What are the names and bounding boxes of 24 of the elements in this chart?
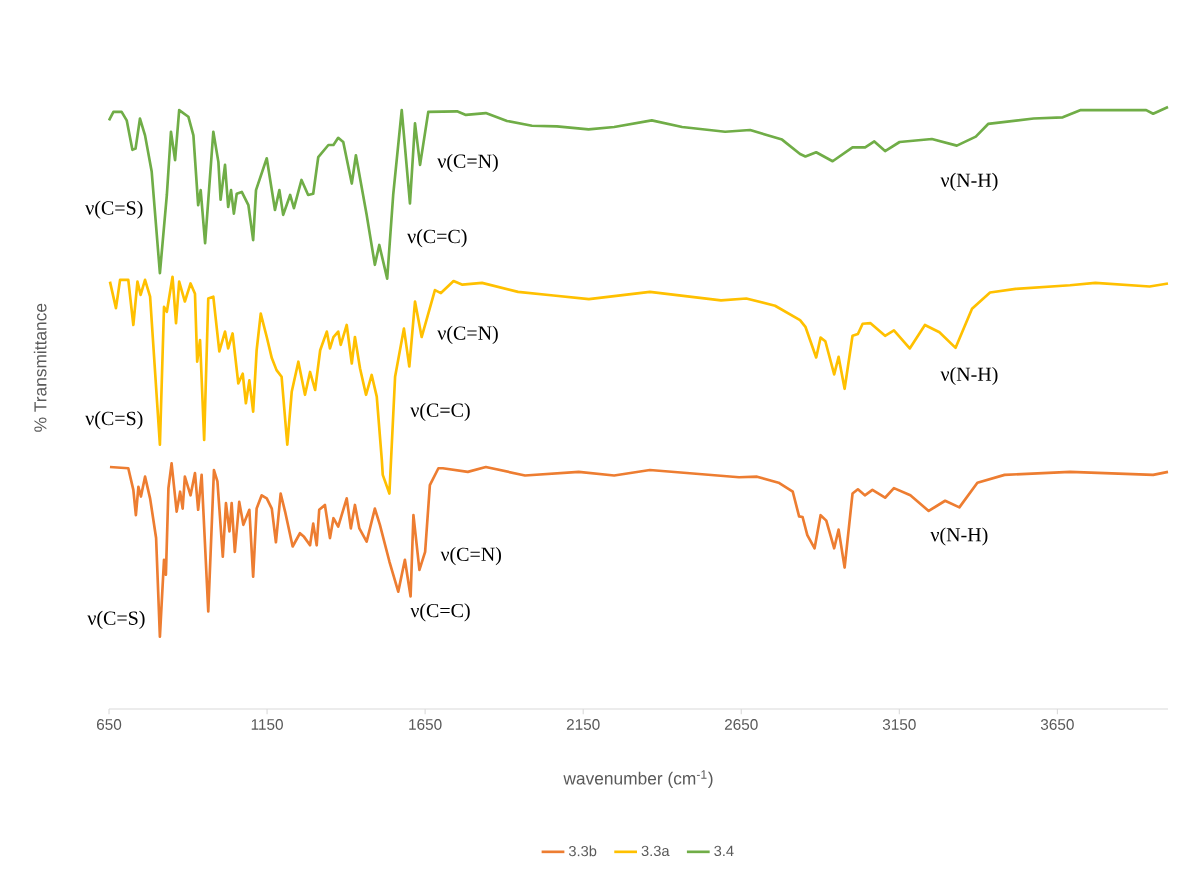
x-tick-label: 2150 xyxy=(566,719,600,730)
annotation: ν(C=C) xyxy=(410,402,470,422)
x-tick-label: 2650 xyxy=(724,719,758,730)
annotation: ν(N-H) xyxy=(930,527,988,546)
x-tick-label: 1650 xyxy=(409,719,442,730)
annotation: ν(C=C) xyxy=(407,229,467,248)
x-tick-label: 3150 xyxy=(882,719,916,730)
x-tick-label: 3650 xyxy=(1040,719,1074,730)
legend-label: 3.4 xyxy=(714,845,734,857)
annotation: ν(N-H) xyxy=(940,366,998,386)
annotation: ν(C=S) xyxy=(85,200,143,219)
annotation: ν(C=N) xyxy=(437,153,498,173)
x-axis-title: wavenumber (cm$^{-1}$) xyxy=(563,770,713,789)
annotation: ν(C=N) xyxy=(437,325,498,344)
x-tick-label: 1150 xyxy=(251,719,283,730)
annotation: ν(C=S) xyxy=(87,610,145,629)
legend-label: 3.3a xyxy=(641,845,670,857)
annotation: ν(C=C) xyxy=(410,603,470,622)
x-tick-label: 650 xyxy=(96,719,122,730)
annotation: ν(C=S) xyxy=(85,411,143,430)
annotation: ν(C=N) xyxy=(440,547,501,566)
annotation: ν(N-H) xyxy=(940,172,998,191)
y-axis-title: % Transmittance xyxy=(33,303,47,432)
legend-label: 3.3b xyxy=(568,845,597,857)
